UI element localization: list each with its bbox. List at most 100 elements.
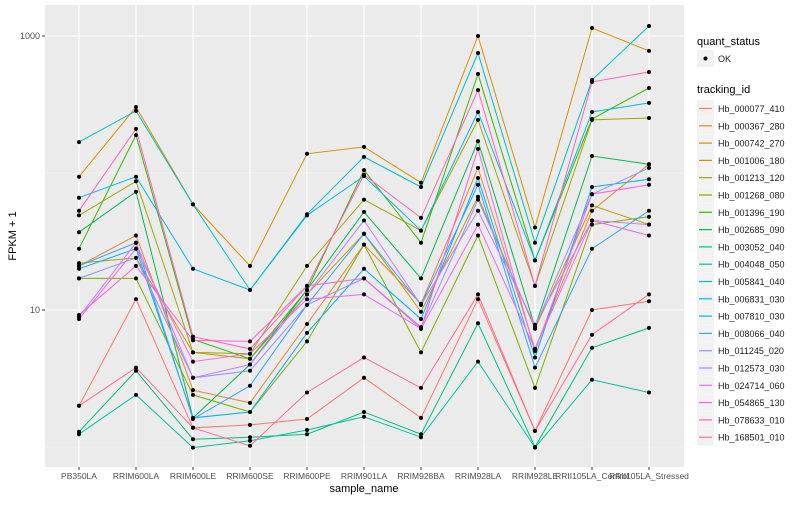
data-point — [647, 70, 651, 74]
data-point — [476, 117, 480, 122]
legend-label: Hb_001213_120 — [718, 173, 785, 183]
data-point — [134, 240, 138, 245]
legend-label: Hb_005841_040 — [718, 277, 785, 287]
data-point — [419, 302, 423, 307]
y-axis-title: FPKM + 1 — [7, 211, 19, 260]
data-point — [362, 276, 366, 281]
data-point — [77, 313, 81, 317]
legend-label: Hb_001006_180 — [718, 156, 785, 166]
data-point — [590, 192, 594, 197]
data-point — [305, 417, 309, 421]
data-point — [362, 172, 366, 177]
data-point — [77, 317, 81, 321]
legend-label: Hb_000742_270 — [718, 139, 785, 149]
legend-label: Hb_006831_030 — [718, 294, 785, 304]
data-point — [419, 415, 423, 420]
legend-item: Hb_002685_090 — [697, 221, 785, 239]
data-point — [248, 435, 252, 440]
legend-label: Hb_078633_010 — [718, 415, 785, 425]
data-point — [476, 297, 480, 302]
data-point — [533, 385, 537, 390]
x-axis: PB350LA RRIM600LA RRIM600LE RRIM600SE RRIM60… — [61, 467, 689, 481]
data-point — [476, 176, 480, 180]
x-tick-label: RRIM600LA — [113, 471, 160, 481]
legend-item: Hb_001213_120 — [697, 169, 785, 187]
data-point — [476, 146, 480, 151]
data-point — [305, 288, 309, 292]
data-point — [134, 368, 138, 373]
data-point — [590, 79, 594, 84]
x-tick-label: RRIM901LA — [341, 471, 388, 481]
data-point — [248, 422, 252, 427]
x-tick-label: RRIM928BA — [397, 471, 445, 481]
data-point — [647, 222, 651, 227]
data-point — [134, 126, 138, 131]
data-point — [419, 215, 423, 220]
data-point — [476, 321, 480, 326]
data-point — [77, 246, 81, 251]
legend-label: Hb_007810_030 — [718, 312, 785, 322]
legend-item: Hb_006831_030 — [697, 290, 785, 308]
legend-label: Hb_024714_060 — [718, 381, 785, 391]
data-point — [248, 356, 252, 361]
data-point — [77, 266, 81, 271]
data-point — [248, 339, 252, 344]
data-point — [533, 225, 537, 230]
legend-item: Hb_000077_410 — [697, 100, 785, 117]
data-point — [476, 292, 480, 297]
data-point — [590, 117, 594, 121]
x-tick-label: RRIM928LE — [512, 471, 559, 481]
data-point — [134, 276, 138, 281]
data-point — [362, 355, 366, 360]
data-point — [533, 355, 537, 360]
data-point — [362, 218, 366, 223]
data-point — [305, 322, 309, 326]
data-point — [647, 162, 651, 167]
data-point — [476, 359, 480, 364]
data-point — [476, 233, 480, 238]
legend-item: Hb_008066_040 — [697, 324, 785, 342]
data-point — [590, 332, 594, 337]
data-point — [134, 189, 138, 194]
data-point — [590, 308, 594, 312]
data-point — [476, 197, 480, 202]
data-point — [476, 208, 480, 213]
data-point — [419, 276, 423, 281]
data-point — [305, 339, 309, 344]
data-point — [134, 179, 138, 184]
data-point — [419, 309, 423, 314]
data-point — [419, 180, 423, 185]
data-point — [305, 292, 309, 297]
data-point — [476, 88, 480, 93]
data-point — [419, 185, 423, 189]
data-point — [476, 194, 480, 199]
data-point — [362, 168, 366, 173]
data-point — [77, 195, 81, 200]
data-point — [248, 351, 252, 356]
data-point — [134, 297, 138, 302]
data-point — [191, 425, 195, 430]
legend-point-ok — [703, 56, 708, 61]
data-point — [362, 144, 366, 149]
data-point — [476, 182, 480, 187]
legend-item: Hb_005841_040 — [697, 273, 785, 290]
data-point — [134, 246, 138, 251]
data-point — [647, 48, 651, 53]
data-point — [191, 359, 195, 364]
data-point — [248, 383, 252, 388]
data-point — [362, 154, 366, 159]
data-point — [590, 110, 594, 114]
legend-label: Hb_004048_050 — [718, 260, 785, 270]
data-point — [248, 263, 252, 268]
legend-item: Hb_000367_280 — [697, 117, 785, 135]
data-point — [647, 214, 651, 219]
data-point — [362, 414, 366, 419]
legend-item: Hb_054865_130 — [697, 394, 785, 412]
x-tick-label: RRIM600LE — [170, 471, 217, 481]
data-point — [191, 388, 195, 393]
data-point — [590, 154, 594, 158]
data-point — [305, 213, 309, 218]
data-point — [134, 263, 138, 268]
x-axis-title: sample_name — [329, 483, 398, 495]
